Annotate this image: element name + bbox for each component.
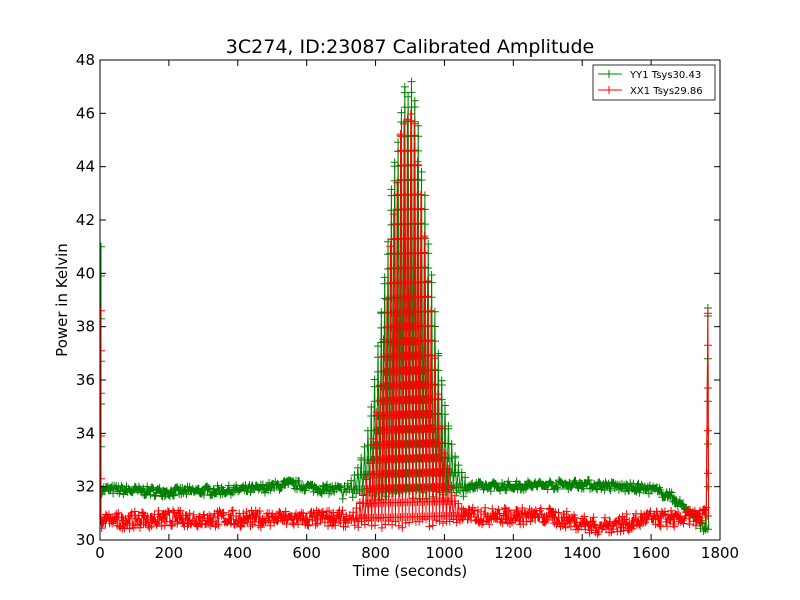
y-tick-label: 40 [76, 264, 95, 282]
y-tick-label: 48 [76, 51, 95, 69]
series-0 [100, 77, 712, 535]
x-tick-label: 0 [95, 544, 105, 562]
x-tick-label: 600 [292, 544, 321, 562]
y-tick-label: 32 [76, 478, 95, 496]
y-axis-label: Power in Kelvin [53, 243, 71, 357]
legend-marker-xx1 [605, 86, 613, 94]
legend-marker-yy1 [605, 70, 613, 78]
x-tick-label: 1800 [701, 544, 739, 562]
x-tick-label: 1600 [632, 544, 670, 562]
x-tick-label: 400 [223, 544, 252, 562]
y-tick-label: 44 [76, 158, 95, 176]
y-tick-label: 42 [76, 211, 95, 229]
series-markers [100, 110, 712, 539]
chart-title: 3C274, ID:23087 Calibrated Amplitude [226, 36, 594, 58]
y-tick-label: 46 [76, 104, 95, 122]
x-tick-label: 1000 [425, 544, 463, 562]
x-tick-label: 800 [361, 544, 390, 562]
x-tick-label: 200 [155, 544, 184, 562]
legend: YY1 Tsys30.43 XX1 Tsys29.86 [592, 64, 716, 101]
x-tick-label: 1200 [494, 544, 532, 562]
y-tick-label: 30 [76, 531, 95, 549]
y-tick-label: 36 [76, 371, 95, 389]
plot-frame [99, 59, 721, 541]
series-1 [100, 110, 712, 539]
x-axis-label: Time (seconds) [352, 562, 468, 580]
legend-box [592, 64, 716, 101]
legend-label-yy1: YY1 Tsys30.43 [629, 70, 701, 81]
ticks-layer: 0 200 400 600 800 1000 1200 1400 1600 1800 30 32 34 3… [76, 51, 739, 562]
y-tick-label: 34 [76, 424, 95, 442]
legend-label-xx1: XX1 Tsys29.86 [630, 86, 703, 97]
x-tick-label: 1400 [563, 544, 601, 562]
series-layer [100, 77, 712, 539]
y-tick-label: 38 [76, 318, 95, 336]
